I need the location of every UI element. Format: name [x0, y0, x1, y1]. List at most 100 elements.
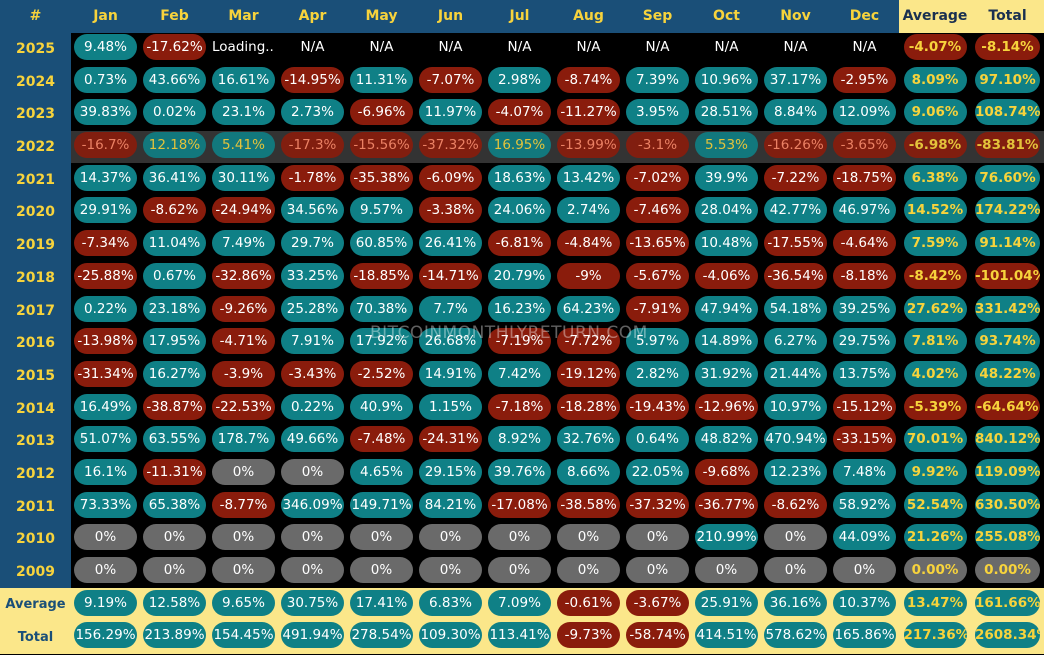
average-pill: 27.62%	[903, 295, 967, 322]
month-cell: -13.98%	[71, 326, 140, 360]
month-cell: 60.85%	[347, 228, 416, 262]
month-cell: 12.23%	[761, 457, 830, 491]
footer-row: Total 156.29% 213.89% 154.45% 491.94% 278.54%…	[0, 621, 1044, 654]
table-row: 2018 -25.88% 0.67% -32.86% 33.25% -18.85% -14.…	[0, 261, 1044, 295]
month-cell: 43.66%	[140, 65, 209, 99]
return-pill: 63.55%	[143, 426, 206, 453]
return-pill: 5.53%	[695, 132, 758, 159]
month-cell: 2.74%	[554, 196, 623, 229]
year-label: 2011	[0, 490, 71, 523]
month-cell: -35.38%	[347, 163, 416, 197]
return-pill: 1.15%	[419, 393, 482, 420]
month-cell: 84.21%	[416, 490, 485, 523]
month-cell: 470.94%	[761, 424, 830, 458]
month-cell: 0%	[761, 555, 830, 589]
hash-header: #	[0, 0, 71, 33]
footer-pill: 165.86%	[833, 622, 896, 649]
return-pill: 23.1%	[212, 99, 275, 126]
return-pill: 26.68%	[419, 328, 482, 355]
table-footer: Average 9.19% 12.58% 9.65% 30.75% 17.41% 6.83%…	[0, 588, 1044, 654]
return-pill: 8.84%	[764, 99, 827, 126]
average-cell: 21.26%	[899, 523, 971, 556]
return-pill: 7.39%	[626, 66, 689, 93]
return-pill: -7.91%	[626, 295, 689, 322]
return-pill: -4.07%	[488, 99, 551, 126]
table-row: 2022 -16.7% 12.18% 5.41% -17.3% -15.56% -37.32…	[0, 130, 1044, 164]
month-cell: 29.91%	[71, 196, 140, 229]
month-cell: -15.12%	[830, 392, 899, 425]
month-cell: 0%	[761, 523, 830, 556]
return-pill: -18.28%	[557, 393, 620, 420]
footer-month-cell: 10.37%	[830, 588, 899, 622]
return-pill: 0%	[764, 524, 827, 551]
total-pill: 630.50%	[975, 491, 1040, 518]
return-pill: -6.81%	[488, 230, 551, 257]
month-cell: 40.9%	[347, 392, 416, 425]
month-cell: -18.28%	[554, 392, 623, 425]
month-cell: -6.81%	[485, 228, 554, 262]
return-pill: -7.72%	[557, 328, 620, 355]
footer-month-cell: 36.16%	[761, 588, 830, 622]
footer-label: Average	[0, 588, 71, 622]
year-label: 2009	[0, 555, 71, 589]
return-pill: 10.48%	[695, 230, 758, 257]
month-cell: 7.91%	[278, 326, 347, 360]
return-pill: 0%	[212, 524, 275, 551]
month-cell: 7.39%	[623, 65, 692, 99]
return-pill: -13.99%	[557, 132, 620, 159]
average-cell: 0.00%	[899, 555, 971, 589]
month-cell: 30.11%	[209, 163, 278, 197]
month-cell: 0.67%	[140, 261, 209, 295]
average-cell: 9.92%	[899, 457, 971, 491]
month-cell: 20.79%	[485, 261, 554, 295]
month-header-oct: Oct	[692, 0, 761, 33]
return-pill: N/A	[783, 39, 808, 56]
month-cell: -7.34%	[71, 228, 140, 262]
month-cell: 23.1%	[209, 98, 278, 131]
return-pill: 0%	[350, 524, 413, 551]
month-cell: -4.07%	[485, 98, 554, 131]
total-cell: -83.81%	[971, 130, 1044, 164]
month-cell: -8.62%	[761, 490, 830, 523]
month-header-sep: Sep	[623, 0, 692, 33]
month-cell: 0.64%	[623, 424, 692, 458]
return-pill: 10.97%	[764, 393, 827, 420]
return-pill: 48.82%	[695, 426, 758, 453]
year-label: 2015	[0, 359, 71, 393]
month-cell: -13.99%	[554, 130, 623, 164]
total-pill: 174.22%	[975, 197, 1040, 224]
return-pill: 11.31%	[350, 66, 413, 93]
average-pill: 6.38%	[903, 164, 967, 191]
average-cell: 52.54%	[899, 490, 971, 523]
return-pill: -3.65%	[833, 132, 896, 159]
return-pill: N/A	[369, 39, 394, 56]
return-pill: 73.33%	[74, 491, 137, 518]
month-cell: 0%	[554, 523, 623, 556]
average-cell: -4.07%	[899, 32, 971, 66]
month-cell: -38.87%	[140, 392, 209, 425]
average-cell: 4.02%	[899, 359, 971, 393]
month-header-feb: Feb	[140, 0, 209, 33]
return-pill: Loading...	[212, 39, 275, 56]
month-cell: N/A	[416, 32, 485, 66]
month-header-aug: Aug	[554, 0, 623, 33]
month-cell: 0%	[416, 555, 485, 589]
month-cell: N/A	[830, 32, 899, 66]
return-pill: 13.75%	[833, 360, 896, 387]
footer-month-cell: 9.19%	[71, 588, 140, 622]
footer-pill: 113.41%	[488, 622, 551, 649]
footer-month-cell: 109.30%	[416, 621, 485, 654]
footer-month-cell: 156.29%	[71, 621, 140, 654]
month-cell: -17.62%	[140, 32, 209, 66]
month-cell: -7.07%	[416, 65, 485, 99]
return-pill: -8.18%	[833, 262, 896, 289]
total-cell: 119.09%	[971, 457, 1044, 491]
return-pill: 58.92%	[833, 491, 896, 518]
year-label: 2010	[0, 523, 71, 556]
month-cell: -16.7%	[71, 130, 140, 164]
return-pill: 84.21%	[419, 491, 482, 518]
month-cell: 17.92%	[347, 326, 416, 360]
footer-total-cell: 161.66%	[971, 588, 1044, 622]
return-pill: 21.44%	[764, 360, 827, 387]
